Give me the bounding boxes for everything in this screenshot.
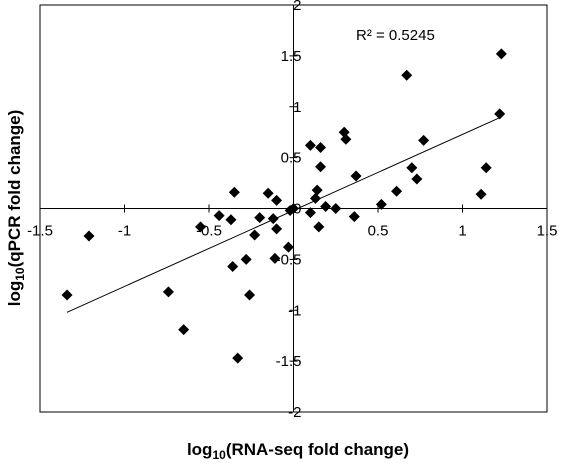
data-point [269,252,281,264]
data-point [311,184,323,196]
y-tick-label: -1.5 [276,353,302,370]
data-point [267,213,279,225]
x-axis-title-subscript: 10 [212,448,226,462]
data-point [495,48,507,60]
x-tick-label: -1.5 [27,223,53,240]
y-tick-label: 0.5 [281,150,302,167]
y-tick-label: 1 [293,99,301,116]
data-point [249,229,261,241]
data-point [225,214,237,226]
data-point [240,253,252,265]
data-point [348,211,360,223]
data-point [330,203,342,214]
data-point [228,186,240,198]
data-point [313,221,325,233]
data-point [320,200,332,212]
x-axis-title-prefix: log [187,440,213,459]
data-point [350,170,362,182]
x-tick-label: 1.5 [537,223,558,240]
data-point [315,161,327,173]
data-point [475,188,487,200]
y-tick-label: -0.5 [276,251,302,268]
data-point [309,192,321,204]
trendline [66,116,502,313]
data-point [304,139,316,151]
data-point [271,223,283,235]
y-axis-title: log10(qPCR fold change) [5,110,27,307]
y-tick-group: 21.510.50-0.5-1-1.5-2 [276,0,302,421]
data-point [254,212,266,224]
data-point [391,185,403,197]
y-tick-label: -1 [288,302,301,319]
x-tick-label: 1 [458,223,466,240]
data-point [83,230,95,242]
data-point [406,162,418,174]
y-axis-title-rest: (qPCR fold change) [5,110,24,268]
data-point [227,260,239,272]
data-point [304,207,316,219]
data-point [262,187,274,199]
data-point [411,173,423,185]
x-axis-title: log10(RNA-seq fold change) [187,440,409,462]
data-points [61,48,507,364]
data-point [244,289,256,301]
y-axis-title-prefix: log [5,281,24,307]
y-axis-title-subscript: 10 [13,267,27,281]
data-point [61,289,73,301]
data-point [418,134,430,146]
x-tick-group: -1.5 -1 -0.5 0.5 1 1.5 [27,204,558,240]
data-point [375,198,387,210]
y-tick-label: 2 [293,0,301,14]
x-axis-title-rest: (RNA-seq fold change) [226,440,409,459]
data-point [271,194,283,206]
data-point [340,133,352,145]
x-tick-label: -1 [118,223,131,240]
x-tick-label: 0.5 [368,223,389,240]
data-point [282,241,294,253]
data-point [288,203,299,214]
y-tick-label: 1.5 [281,48,302,65]
data-point [162,286,174,298]
data-point [232,352,244,364]
y-tick-label: -2 [288,404,301,421]
data-point [480,162,492,174]
data-point [315,141,327,153]
data-point [401,69,413,81]
data-point [494,108,506,120]
data-point [195,221,207,233]
data-point [178,324,190,336]
r-squared-label: R² = 0.5245 [356,27,435,44]
data-point [213,210,225,222]
